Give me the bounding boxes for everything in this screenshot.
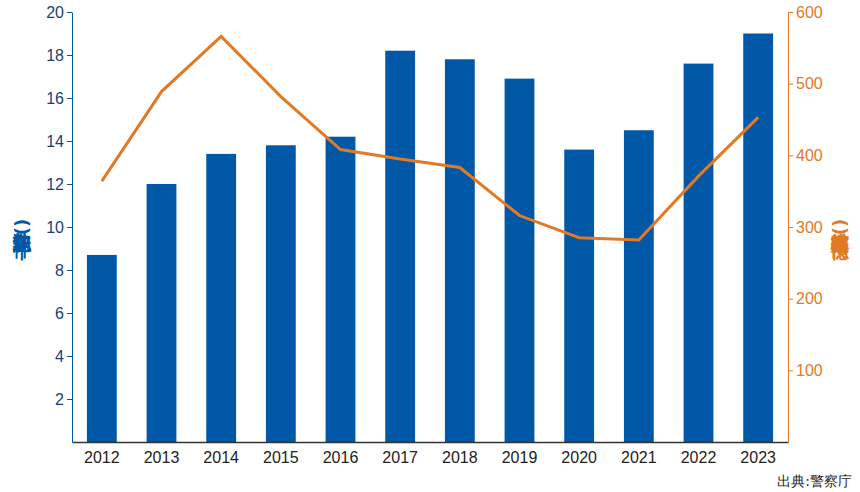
tick-label: 100 bbox=[796, 362, 823, 379]
tick-label: 20 bbox=[46, 4, 64, 21]
tick-label: 300 bbox=[796, 219, 823, 236]
bar bbox=[684, 64, 714, 442]
marks bbox=[87, 34, 773, 443]
tick-label: 10 bbox=[46, 219, 64, 236]
bar bbox=[87, 255, 117, 442]
tick-label: 2015 bbox=[263, 449, 299, 466]
tick-label: 2013 bbox=[144, 449, 180, 466]
tick-label: 2023 bbox=[740, 449, 776, 466]
axis-line bbox=[73, 442, 789, 444]
tick: 600 bbox=[788, 4, 823, 21]
tick-label: 2014 bbox=[203, 449, 239, 466]
bar bbox=[147, 184, 177, 442]
tick-mark bbox=[788, 155, 793, 156]
tick-mark bbox=[788, 227, 793, 228]
chart: 2012201320142015201620172018201920202021… bbox=[0, 0, 860, 492]
tick: 2019 bbox=[502, 442, 538, 466]
tick: 100 bbox=[788, 362, 823, 379]
tick-mark bbox=[67, 270, 72, 271]
source-note: 出典:警察庁 bbox=[777, 473, 852, 489]
tick: 400 bbox=[788, 147, 823, 164]
tick: 2013 bbox=[144, 442, 180, 466]
tick: 2017 bbox=[382, 442, 418, 466]
tick-label: 2012 bbox=[84, 449, 120, 466]
y2-axis: 100 200 300 400 500 600 bbox=[788, 4, 823, 443]
tick-mark bbox=[67, 227, 72, 228]
tick: 500 bbox=[788, 75, 823, 92]
tick-label: 4 bbox=[55, 348, 64, 365]
tick-label: 600 bbox=[796, 4, 823, 21]
tick-mark bbox=[788, 84, 793, 85]
tick-mark bbox=[67, 55, 72, 56]
tick-mark bbox=[67, 356, 72, 357]
tick-mark bbox=[788, 370, 793, 371]
tick: 2023 bbox=[740, 442, 776, 466]
bar bbox=[326, 137, 356, 442]
tick-label: 2020 bbox=[561, 449, 597, 466]
x-axis: 2012 2013 2014 2015 2016 2017 2018 2019 2020 2021… bbox=[73, 442, 789, 466]
bar bbox=[564, 150, 594, 442]
tick: 20 bbox=[46, 4, 72, 21]
tick-label: 16 bbox=[46, 90, 64, 107]
tick: 2020 bbox=[561, 442, 597, 466]
tick-label: 2016 bbox=[323, 449, 359, 466]
tick: 2016 bbox=[323, 442, 359, 466]
tick: 200 bbox=[788, 290, 823, 307]
tick: 2012 bbox=[84, 442, 120, 466]
tick: 18 bbox=[46, 47, 72, 64]
tick: 2014 bbox=[203, 442, 239, 466]
bar bbox=[743, 34, 773, 443]
tick-mark bbox=[67, 12, 72, 13]
tick-label: 400 bbox=[796, 147, 823, 164]
y-axis: 2 4 6 8 10 12 14 16 18 20 bbox=[46, 4, 72, 443]
bar bbox=[445, 59, 475, 442]
tick: 2 bbox=[55, 391, 72, 408]
tick: 4 bbox=[55, 348, 72, 365]
tick: 300 bbox=[788, 219, 823, 236]
y2-axis-title: 被害総額(億円) bbox=[830, 219, 851, 261]
tick-mark bbox=[788, 299, 793, 300]
bar bbox=[624, 130, 654, 442]
tick-label: 2022 bbox=[681, 449, 717, 466]
bar bbox=[385, 51, 415, 442]
tick: 10 bbox=[46, 219, 72, 236]
tick: 14 bbox=[46, 133, 72, 150]
tick-label: 18 bbox=[46, 47, 64, 64]
bar-series bbox=[87, 34, 773, 443]
plot: 2012201320142015201620172018201920202021… bbox=[46, 4, 823, 467]
tick-label: 2019 bbox=[502, 449, 538, 466]
tick-mark bbox=[67, 98, 72, 99]
tick: 2022 bbox=[681, 442, 717, 466]
bar bbox=[266, 145, 296, 442]
tick-mark bbox=[67, 141, 72, 142]
bar bbox=[505, 79, 535, 442]
tick-label: 500 bbox=[796, 75, 823, 92]
tick-label: 12 bbox=[46, 176, 64, 193]
tick: 2018 bbox=[442, 442, 478, 466]
axis-line bbox=[72, 13, 73, 443]
bar bbox=[206, 154, 236, 442]
tick-label: 14 bbox=[46, 133, 64, 150]
tick-mark bbox=[67, 399, 72, 400]
line bbox=[102, 36, 758, 240]
tick: 6 bbox=[55, 305, 72, 322]
tick-mark bbox=[788, 12, 793, 13]
tick-mark bbox=[67, 184, 72, 185]
tick-label: 2021 bbox=[621, 449, 657, 466]
tick-label: 8 bbox=[55, 262, 64, 279]
tick-label: 2018 bbox=[442, 449, 478, 466]
tick-label: 2017 bbox=[382, 449, 418, 466]
tick: 8 bbox=[55, 262, 72, 279]
tick: 12 bbox=[46, 176, 72, 193]
tick-mark bbox=[67, 313, 72, 314]
tick-label: 6 bbox=[55, 305, 64, 322]
tick: 2015 bbox=[263, 442, 299, 466]
y-axis-title: 認知件数(千件) bbox=[12, 219, 33, 261]
tick-label: 200 bbox=[796, 290, 823, 307]
tick: 16 bbox=[46, 90, 72, 107]
tick: 2021 bbox=[621, 442, 657, 466]
tick-label: 2 bbox=[55, 391, 64, 408]
